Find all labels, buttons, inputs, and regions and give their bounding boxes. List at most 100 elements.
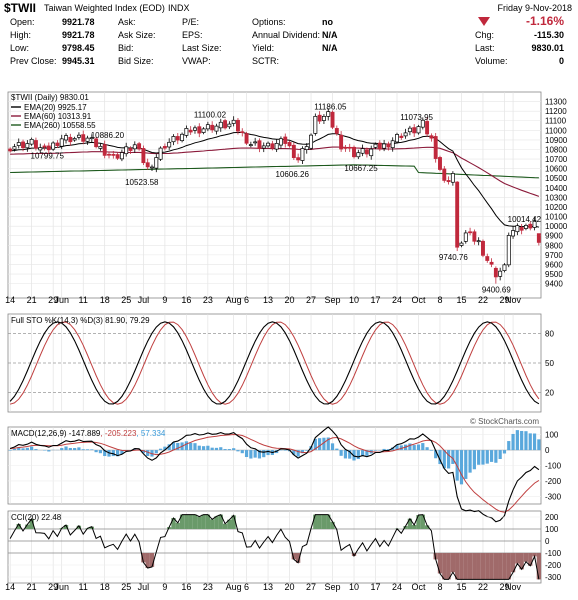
- candle-body: [21, 141, 25, 149]
- candle-body: [429, 135, 434, 139]
- down-arrow-icon: [478, 17, 490, 26]
- macd-histogram-bar: [240, 450, 244, 454]
- cci-oversold-fill: [519, 553, 524, 570]
- candle-body: [536, 233, 541, 243]
- candle-body: [481, 240, 485, 256]
- macd-histogram-bar: [318, 438, 322, 451]
- cci-overbought-fill: [175, 522, 180, 529]
- cci-oversold-fill: [506, 553, 511, 580]
- candle-body: [171, 136, 176, 143]
- macd-histogram-bar: [472, 450, 476, 470]
- quote-label: Yield:: [252, 43, 275, 53]
- candle-body: [33, 140, 38, 149]
- candle-body: [463, 232, 468, 242]
- candle-body: [377, 142, 382, 150]
- candle-body: [38, 147, 43, 151]
- candle-body: [291, 144, 296, 158]
- price-tick-label: 9400: [545, 280, 563, 289]
- macd-histogram-bar: [167, 444, 171, 451]
- x-axis-label: 20: [285, 295, 295, 305]
- macd-legend-entry: , 57.334: [136, 429, 165, 438]
- macd-histogram-bar: [17, 447, 21, 451]
- x-axis-label: 22: [478, 582, 488, 592]
- x-axis-label: 23: [203, 295, 213, 305]
- candle-body: [59, 138, 64, 147]
- price-tick-label: 10400: [545, 184, 568, 193]
- candle-body: [42, 145, 47, 148]
- candle-body: [386, 143, 391, 148]
- candle-body: [227, 123, 232, 128]
- macd-histogram-bar: [481, 450, 485, 465]
- macd-histogram-bar: [300, 450, 305, 454]
- candle-body: [141, 148, 146, 164]
- macd-histogram-bar: [103, 450, 107, 457]
- cci-overbought-fill: [317, 514, 322, 529]
- cci-oversold-fill: [351, 553, 357, 556]
- candle-body: [85, 137, 90, 142]
- macd-histogram-bar: [201, 446, 206, 451]
- x-axis-label: 24: [392, 295, 402, 305]
- candle-body: [382, 143, 387, 149]
- candle-body: [240, 131, 245, 134]
- legend-entry: EMA(260) 10558.55: [24, 121, 96, 130]
- x-axis-label: 9: [162, 582, 167, 592]
- cci-overbought-fill: [76, 525, 82, 529]
- x-axis-label: 27: [306, 295, 316, 305]
- candle-body: [25, 143, 30, 149]
- macd-histogram-bar: [98, 450, 103, 454]
- macd-histogram-bar: [528, 433, 532, 451]
- candle-body: [498, 270, 503, 277]
- price-tick-label: 10500: [545, 174, 568, 183]
- macd-tick-label: -200: [545, 477, 562, 486]
- candle-body: [68, 136, 73, 143]
- macd-histogram-bar: [77, 447, 81, 451]
- x-axis-label: 9: [162, 295, 167, 305]
- quote-label: Ask:: [118, 17, 136, 27]
- x-axis-label: 29: [48, 582, 58, 592]
- cci-oversold-fill: [532, 553, 537, 557]
- macd-histogram-bar: [116, 450, 120, 457]
- x-axis-label: 27: [306, 582, 316, 592]
- candle-body: [132, 144, 137, 150]
- macd-histogram-bar: [429, 450, 433, 451]
- candle-body: [278, 138, 283, 146]
- cci-oversold-fill: [141, 553, 146, 563]
- candle-body: [287, 142, 292, 147]
- candle-body: [468, 231, 473, 234]
- candle-body: [450, 173, 455, 183]
- x-axis-label: 22: [478, 295, 488, 305]
- cci-oversold-fill: [295, 553, 301, 563]
- cci-oversold-fill: [536, 553, 541, 580]
- candle-body: [29, 138, 34, 145]
- macd-histogram-bar: [511, 433, 515, 451]
- cci-overbought-fill: [197, 516, 202, 529]
- candle-body: [46, 145, 51, 151]
- cci-overbought-fill: [416, 515, 421, 529]
- stock-chart: 9400950096009700980099001000010100102001…: [5, 91, 568, 592]
- sto-tick-label: 20: [545, 388, 554, 397]
- candle-body: [111, 154, 116, 156]
- macd-histogram-bar: [485, 450, 489, 464]
- x-axis-label: Jul: [138, 582, 150, 592]
- cci-oversold-fill: [485, 553, 490, 580]
- cci-oversold-fill: [437, 553, 443, 574]
- candle-body: [162, 146, 167, 149]
- candle-body: [231, 119, 236, 124]
- candle-body: [309, 134, 313, 149]
- macd-histogram-bar: [206, 445, 210, 451]
- macd-histogram-bar: [171, 442, 176, 451]
- candle-body: [330, 111, 335, 128]
- cci-overbought-fill: [63, 525, 69, 529]
- candle-body: [489, 261, 494, 265]
- quote-label: Options:: [252, 17, 286, 27]
- cci-overbought-fill: [171, 518, 176, 529]
- candle-body: [438, 157, 442, 170]
- cci-overbought-fill: [184, 514, 189, 529]
- candle-body: [124, 146, 129, 155]
- quote-value: 9798.45: [62, 43, 95, 53]
- x-axis-label: Aug: [226, 582, 242, 592]
- macd-histogram-bar: [434, 450, 438, 459]
- quote-value: N/A: [322, 30, 338, 40]
- price-tick-label: 10900: [545, 136, 568, 145]
- candle-body: [115, 154, 120, 159]
